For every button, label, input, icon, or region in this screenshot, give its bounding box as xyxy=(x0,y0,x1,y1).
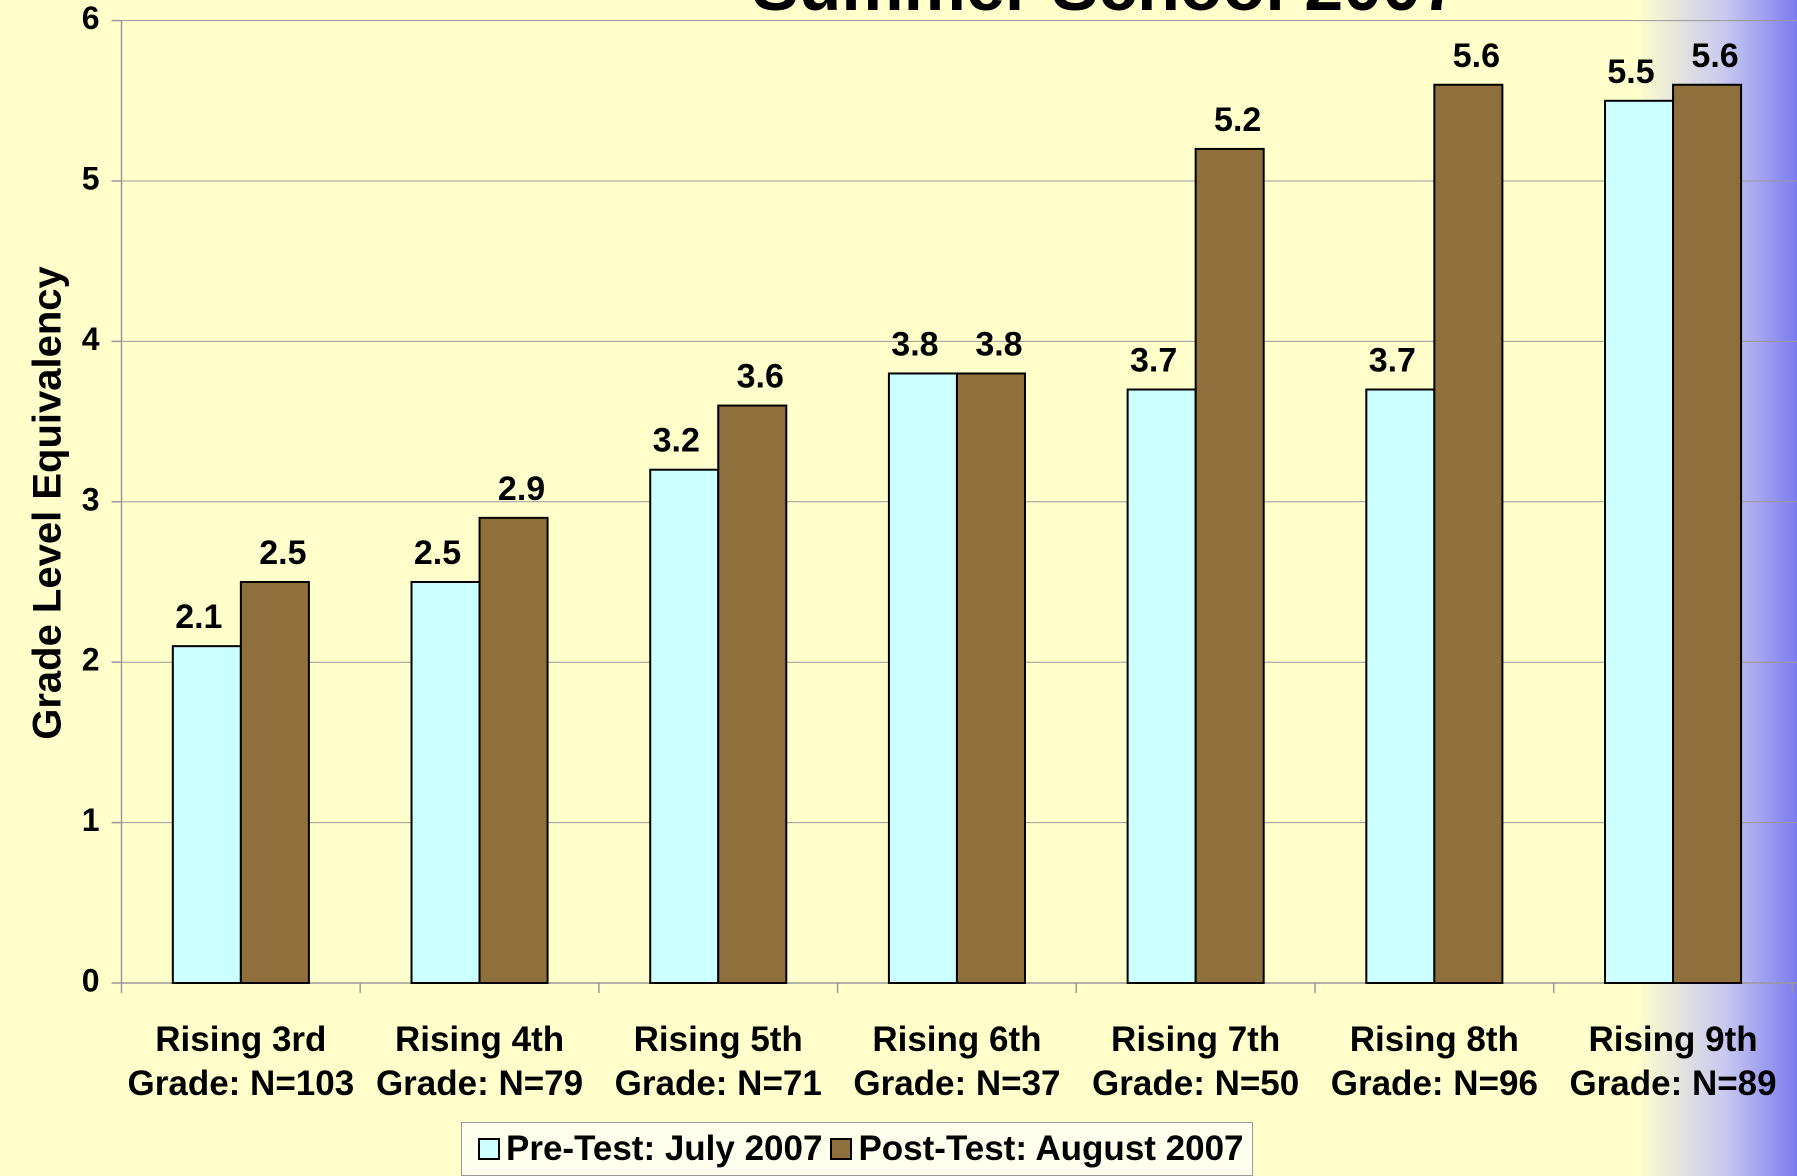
legend-swatch xyxy=(830,1138,853,1160)
y-tick-label: 1 xyxy=(82,802,100,838)
x-tick-label: Rising 9th Grade: N=89 xyxy=(1569,1020,1777,1103)
bar xyxy=(1365,388,1436,984)
y-tick-label: 5 xyxy=(82,160,100,196)
legend-swatch xyxy=(478,1138,500,1160)
bar xyxy=(717,404,788,984)
y-tick-label: 0 xyxy=(82,962,100,998)
legend-label: Pre-Test: July 2007 xyxy=(506,1129,823,1168)
y-tick-label: 4 xyxy=(82,321,100,357)
bar xyxy=(649,468,720,985)
x-tick-label: Rising 7th Grade: N=50 xyxy=(1092,1020,1300,1103)
data-label: 3.7 xyxy=(1130,342,1177,380)
bar xyxy=(478,516,549,985)
data-label: 3.8 xyxy=(891,325,938,363)
x-tick-label: Rising 4th Grade: N=79 xyxy=(375,1020,584,1103)
x-tick-label: Rising 6th Grade: N=37 xyxy=(853,1020,1061,1103)
data-label: 5.5 xyxy=(1607,53,1654,91)
data-label: 3.7 xyxy=(1369,342,1416,380)
bar xyxy=(887,372,958,985)
bar xyxy=(171,645,242,984)
data-label: 3.8 xyxy=(975,325,1022,363)
legend: Pre-Test: July 2007 Post-Test: August 200… xyxy=(461,1122,1253,1176)
bar xyxy=(1433,83,1504,984)
data-label: 5.6 xyxy=(1691,37,1738,75)
y-axis-title: Grade Level Equivalency xyxy=(26,265,70,739)
y-tick-label: 6 xyxy=(82,0,100,36)
data-label: 2.1 xyxy=(175,598,222,636)
legend-label: Post-Test: August 2007 xyxy=(858,1129,1244,1168)
bar xyxy=(1604,99,1675,985)
x-tick-label: Rising 3rd Grade: N=103 xyxy=(127,1020,355,1103)
bar xyxy=(1672,83,1743,984)
data-label: 3.2 xyxy=(653,422,700,460)
bar xyxy=(239,581,310,984)
data-label: 2.5 xyxy=(259,534,306,572)
bar xyxy=(1126,388,1197,984)
data-label: 5.6 xyxy=(1453,37,1500,75)
y-tick-label: 3 xyxy=(82,481,100,517)
data-label: 3.6 xyxy=(737,358,784,396)
bar xyxy=(1194,147,1265,985)
y-tick-label: 2 xyxy=(82,642,100,678)
data-label: 5.2 xyxy=(1214,101,1261,139)
data-label: 2.9 xyxy=(498,470,545,508)
x-tick-label: Rising 8th Grade: N=96 xyxy=(1330,1020,1538,1103)
chart-title: Summer School 2007 xyxy=(752,0,1460,25)
bar xyxy=(410,581,481,984)
x-tick-label: Rising 5th Grade: N=71 xyxy=(614,1020,822,1103)
bar xyxy=(955,372,1026,985)
data-label: 2.5 xyxy=(414,534,461,572)
